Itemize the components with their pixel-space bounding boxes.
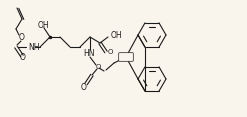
Text: O: O: [81, 82, 87, 91]
Text: OH: OH: [111, 31, 123, 40]
Text: O: O: [95, 64, 101, 70]
Text: O: O: [19, 33, 25, 42]
Text: NH: NH: [28, 42, 40, 51]
Text: HN: HN: [83, 49, 95, 57]
Text: Abs: Abs: [121, 55, 131, 60]
FancyBboxPatch shape: [119, 53, 133, 61]
Text: OH: OH: [37, 20, 49, 29]
Text: O: O: [108, 49, 113, 55]
Text: O: O: [20, 53, 26, 62]
